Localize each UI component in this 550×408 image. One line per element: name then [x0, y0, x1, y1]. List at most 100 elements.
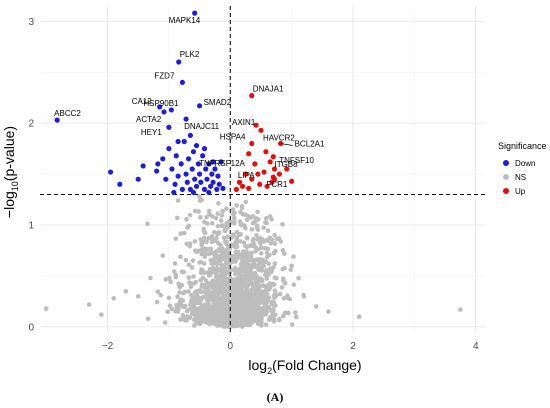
- ns-point: [209, 221, 215, 226]
- ns-point: [224, 259, 229, 265]
- ns-point: [201, 235, 207, 241]
- y-tick-label: 0: [28, 322, 34, 333]
- ns-point: [135, 294, 141, 299]
- ns-point: [240, 295, 245, 301]
- ns-point: [249, 280, 254, 286]
- ns-point: [186, 289, 191, 294]
- ns-point: [245, 299, 250, 305]
- ns-point: [209, 234, 215, 239]
- ns-point: [191, 274, 196, 279]
- ns-points: [43, 194, 463, 329]
- down-point: [200, 153, 206, 159]
- down-point: [184, 179, 190, 185]
- legend-swatch: [503, 160, 509, 166]
- ns-point: [199, 247, 205, 252]
- ns-point: [199, 304, 204, 309]
- ns-point: [236, 253, 242, 259]
- ns-point: [202, 270, 207, 275]
- y-axis-title: −log10(p-value): [1, 126, 20, 218]
- ns-point: [282, 310, 288, 316]
- ns-point: [204, 291, 209, 296]
- legend-label: Up: [515, 187, 526, 196]
- ns-point: [272, 261, 278, 266]
- down-point: [175, 173, 181, 179]
- ns-point: [230, 207, 236, 212]
- ns-point: [221, 292, 227, 297]
- ns-point: [239, 263, 245, 269]
- down-point: [210, 179, 216, 185]
- ns-point: [201, 229, 207, 235]
- ns-point: [191, 295, 197, 301]
- ns-point: [224, 241, 230, 247]
- labeled-point: [168, 107, 174, 113]
- ns-point: [237, 300, 243, 306]
- ns-point: [254, 285, 260, 291]
- legend-label: NS: [515, 173, 526, 182]
- labeled-point: [271, 176, 278, 182]
- ns-point: [256, 237, 262, 242]
- ns-point: [216, 230, 222, 235]
- up-point: [263, 149, 269, 155]
- ns-point: [219, 318, 225, 324]
- ns-point: [198, 309, 204, 315]
- down-point: [193, 142, 200, 149]
- ns-point: [225, 252, 230, 258]
- up-point: [246, 151, 252, 157]
- ns-point: [220, 265, 225, 270]
- down-point: [178, 161, 184, 167]
- ns-point: [289, 322, 295, 327]
- ns-point: [195, 296, 201, 302]
- ns-point: [205, 304, 211, 310]
- ns-point: [271, 265, 276, 270]
- x-tick-label: 4: [473, 341, 479, 352]
- down-point: [171, 189, 177, 196]
- ns-point: [180, 312, 186, 318]
- ns-point: [261, 305, 267, 310]
- down-point: [201, 186, 208, 192]
- ns-point: [253, 244, 258, 250]
- ns-point: [261, 296, 266, 301]
- ns-point: [227, 303, 233, 308]
- ns-point: [167, 275, 172, 281]
- ns-point: [216, 292, 221, 297]
- gene-label: HSPA4: [220, 133, 246, 142]
- labeled-point: [270, 154, 276, 160]
- ns-point: [293, 314, 299, 320]
- ns-point: [281, 296, 287, 301]
- ns-point: [231, 254, 237, 259]
- ns-point: [191, 323, 197, 328]
- down-point: [172, 181, 178, 187]
- ns-point: [206, 208, 212, 214]
- ns-point: [240, 274, 246, 279]
- labeled-point: [255, 171, 261, 177]
- ns-point: [145, 221, 150, 227]
- x-tick-label: −2: [102, 341, 114, 352]
- down-point: [215, 173, 221, 179]
- ns-point: [197, 194, 202, 199]
- labeled-point: [249, 140, 255, 147]
- ns-point: [209, 261, 214, 267]
- gene-label: HAVCR2: [263, 133, 295, 142]
- ns-point: [313, 304, 319, 309]
- ns-point: [220, 280, 225, 286]
- ns-point: [191, 299, 197, 305]
- legend-title: Significance: [498, 141, 547, 151]
- ns-point: [178, 317, 183, 322]
- ns-point: [165, 309, 171, 315]
- down-point: [209, 171, 215, 177]
- y-tick-labels: 0 1 2 3: [28, 17, 34, 334]
- ns-point: [99, 312, 104, 317]
- gene-label: MAPK14: [169, 16, 201, 25]
- ns-point: [263, 322, 269, 327]
- ns-point: [269, 217, 274, 222]
- ns-point: [234, 320, 240, 326]
- ns-point: [266, 282, 272, 288]
- gene-label: CA12: [132, 97, 153, 106]
- labeled-point: [161, 109, 167, 115]
- down-point: [160, 156, 166, 162]
- ns-point: [205, 299, 210, 305]
- ns-point: [218, 242, 224, 248]
- down-point: [181, 138, 187, 145]
- ns-point: [240, 222, 245, 227]
